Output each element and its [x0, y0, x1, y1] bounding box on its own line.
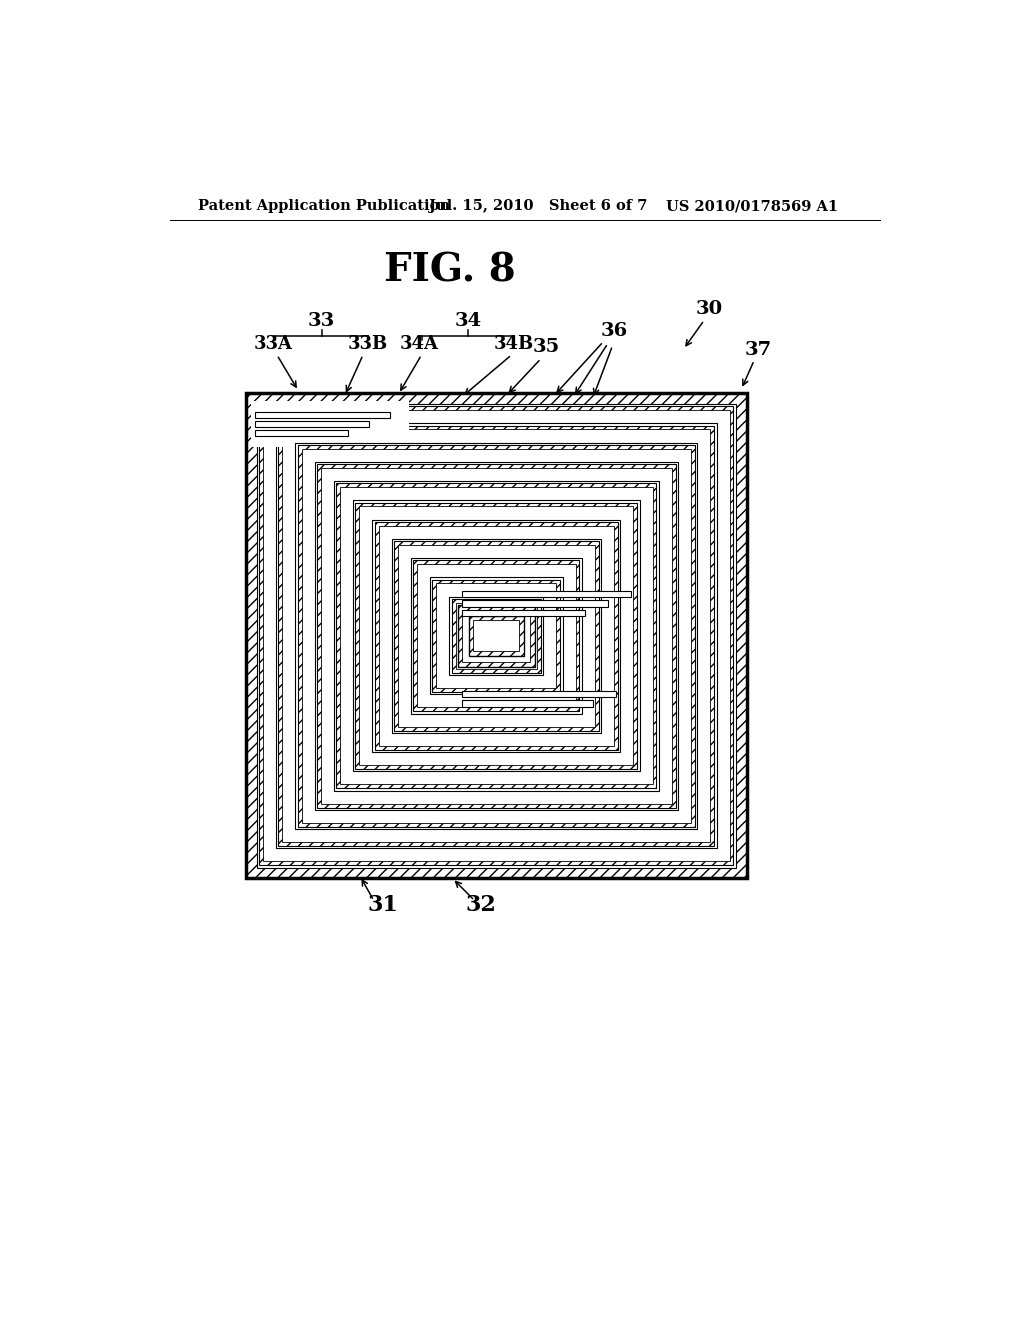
Bar	[259, 407, 733, 866]
Bar	[450, 597, 544, 675]
Text: 32: 32	[466, 895, 497, 916]
Bar	[436, 583, 556, 688]
Bar	[417, 564, 575, 708]
Bar	[255, 412, 390, 418]
Text: 34: 34	[455, 313, 481, 330]
Bar	[353, 500, 640, 771]
Bar	[252, 401, 410, 441]
Bar	[276, 424, 717, 849]
Bar	[283, 429, 711, 842]
Bar	[394, 541, 599, 730]
Text: 35: 35	[532, 338, 560, 356]
Bar	[255, 430, 348, 437]
Text: 33: 33	[308, 313, 335, 330]
Bar	[462, 591, 631, 598]
Bar	[462, 601, 608, 607]
Bar	[473, 620, 519, 651]
Text: 33A: 33A	[254, 334, 293, 352]
Bar	[462, 692, 615, 697]
Bar	[452, 599, 541, 673]
Text: 31: 31	[368, 895, 398, 916]
Text: 30: 30	[696, 300, 723, 318]
Bar	[413, 560, 580, 711]
Bar	[295, 442, 697, 829]
Bar	[298, 445, 695, 826]
Text: US 2010/0178569 A1: US 2010/0178569 A1	[666, 199, 838, 213]
Bar	[430, 577, 562, 694]
Text: 33B: 33B	[347, 334, 388, 352]
Bar	[462, 610, 585, 615]
Bar	[301, 449, 691, 822]
Bar	[334, 480, 658, 791]
Bar	[246, 393, 746, 878]
Bar	[340, 487, 652, 784]
Bar	[257, 404, 736, 867]
Bar	[255, 421, 370, 428]
Bar	[321, 469, 672, 804]
Bar	[279, 425, 714, 846]
Bar	[469, 616, 524, 656]
Bar	[463, 610, 530, 663]
Bar	[375, 521, 617, 750]
Text: FIG. 8: FIG. 8	[384, 251, 516, 289]
Bar	[263, 411, 730, 862]
Bar	[252, 413, 292, 447]
Bar	[411, 558, 582, 714]
Bar	[432, 579, 560, 692]
Text: 34B: 34B	[494, 334, 535, 352]
Bar	[336, 483, 656, 788]
Bar	[458, 605, 535, 667]
Bar	[314, 462, 678, 810]
Text: Patent Application Publication: Patent Application Publication	[199, 199, 451, 213]
Bar	[462, 701, 593, 706]
Text: 34A: 34A	[399, 334, 439, 352]
Bar	[397, 545, 595, 726]
Text: Jul. 15, 2010   Sheet 6 of 7: Jul. 15, 2010 Sheet 6 of 7	[429, 199, 648, 213]
Bar	[391, 539, 601, 733]
Bar	[316, 465, 676, 808]
Bar	[359, 507, 634, 766]
Text: 37: 37	[744, 341, 772, 359]
Bar	[456, 603, 538, 669]
Bar	[373, 520, 621, 752]
Text: 36: 36	[600, 322, 628, 339]
Bar	[379, 525, 614, 746]
Bar	[355, 503, 637, 770]
